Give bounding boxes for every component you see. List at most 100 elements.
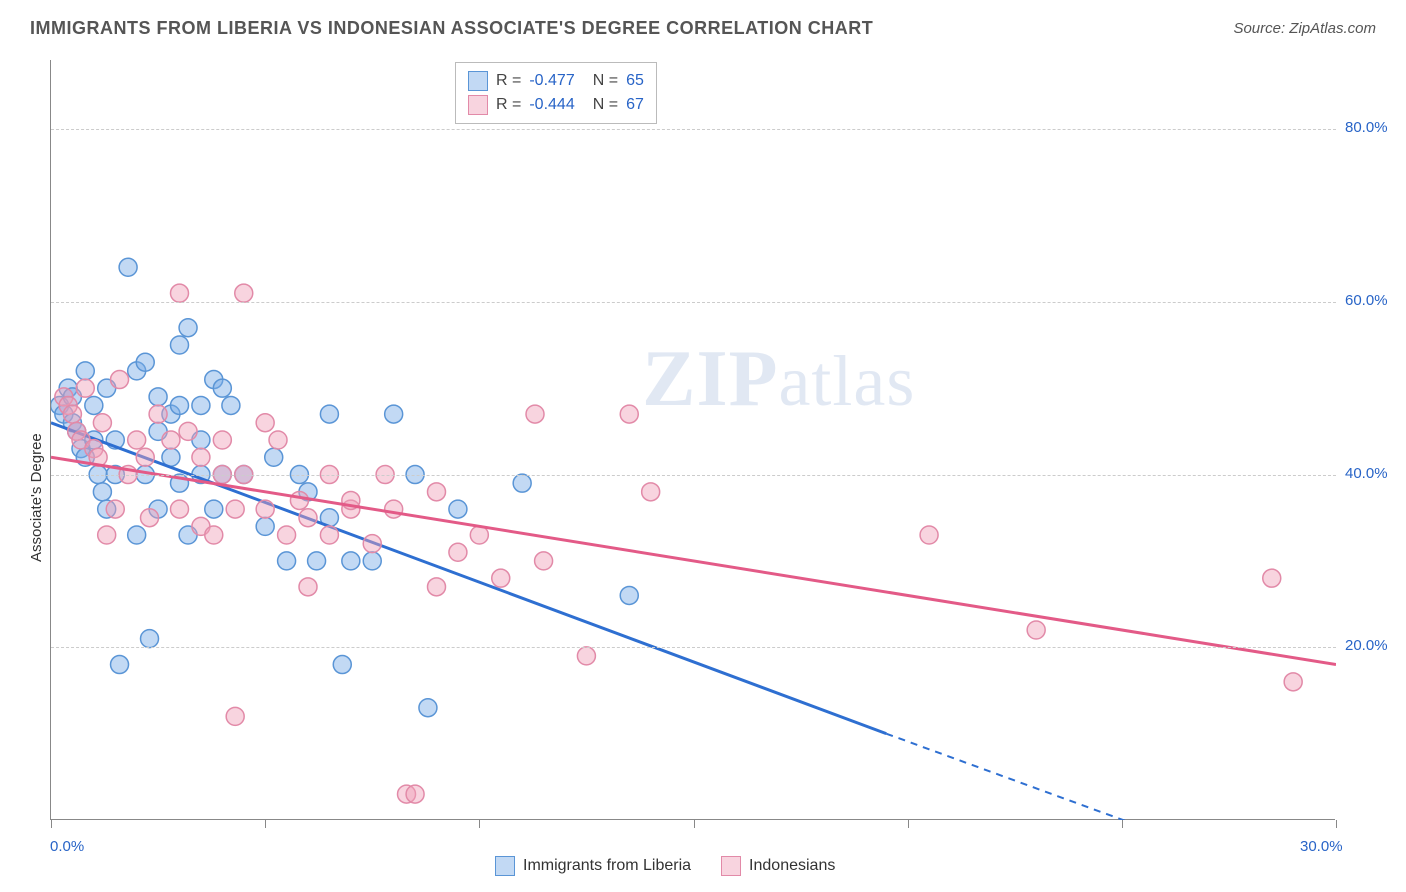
data-point bbox=[162, 431, 180, 449]
y-tick-label: 20.0% bbox=[1345, 637, 1388, 654]
data-point bbox=[111, 371, 129, 389]
trend-line-dashed bbox=[886, 734, 1336, 820]
x-tick-mark bbox=[1336, 820, 1337, 828]
data-point bbox=[213, 379, 231, 397]
data-point bbox=[320, 405, 338, 423]
gridline bbox=[51, 475, 1336, 476]
data-point bbox=[513, 474, 531, 492]
data-point bbox=[256, 500, 274, 518]
data-point bbox=[128, 431, 146, 449]
data-point bbox=[205, 500, 223, 518]
data-point bbox=[171, 284, 189, 302]
source-attribution: Source: ZipAtlas.com bbox=[1233, 20, 1376, 37]
data-point bbox=[179, 526, 197, 544]
data-point bbox=[171, 474, 189, 492]
data-point bbox=[85, 431, 103, 449]
legend-r-value: -0.444 bbox=[529, 96, 574, 114]
data-point bbox=[136, 353, 154, 371]
data-point bbox=[620, 586, 638, 604]
x-tick-label: 30.0% bbox=[1300, 838, 1343, 855]
legend-series: Immigrants from LiberiaIndonesians bbox=[495, 856, 835, 876]
data-point bbox=[449, 500, 467, 518]
x-tick-label: 0.0% bbox=[50, 838, 84, 855]
x-tick-mark bbox=[694, 820, 695, 828]
data-point bbox=[192, 448, 210, 466]
data-point bbox=[128, 362, 146, 380]
data-point bbox=[76, 379, 94, 397]
data-point bbox=[55, 405, 73, 423]
data-point bbox=[920, 526, 938, 544]
data-point bbox=[320, 526, 338, 544]
x-tick-mark bbox=[479, 820, 480, 828]
data-point bbox=[385, 405, 403, 423]
data-point bbox=[85, 440, 103, 458]
data-point bbox=[192, 396, 210, 414]
data-point bbox=[93, 483, 111, 501]
data-point bbox=[72, 440, 90, 458]
data-point bbox=[299, 483, 317, 501]
data-point bbox=[342, 552, 360, 570]
data-point bbox=[63, 405, 81, 423]
data-point bbox=[192, 517, 210, 535]
watermark: ZIPatlas bbox=[642, 334, 915, 425]
data-point bbox=[68, 422, 86, 440]
data-point bbox=[205, 371, 223, 389]
data-point bbox=[577, 647, 595, 665]
legend-n-value: 65 bbox=[626, 72, 644, 90]
data-point bbox=[128, 526, 146, 544]
data-point bbox=[222, 396, 240, 414]
data-point bbox=[299, 578, 317, 596]
data-point bbox=[299, 509, 317, 527]
data-point bbox=[205, 526, 223, 544]
data-point bbox=[149, 500, 167, 518]
gridline bbox=[51, 302, 1336, 303]
data-point bbox=[269, 431, 287, 449]
data-point bbox=[171, 500, 189, 518]
data-point bbox=[385, 500, 403, 518]
data-point bbox=[149, 422, 167, 440]
data-point bbox=[59, 379, 77, 397]
data-point bbox=[119, 258, 137, 276]
y-tick-label: 60.0% bbox=[1345, 292, 1388, 309]
data-point bbox=[256, 517, 274, 535]
data-point bbox=[492, 569, 510, 587]
data-point bbox=[428, 578, 446, 596]
data-point bbox=[72, 431, 90, 449]
data-point bbox=[149, 388, 167, 406]
data-point bbox=[106, 431, 124, 449]
data-point bbox=[98, 526, 116, 544]
watermark-rest: atlas bbox=[778, 341, 915, 421]
data-point bbox=[141, 509, 159, 527]
data-point bbox=[320, 509, 338, 527]
data-point bbox=[68, 422, 86, 440]
data-point bbox=[179, 319, 197, 337]
data-point bbox=[111, 656, 129, 674]
data-point bbox=[149, 405, 167, 423]
legend-r-label: R = bbox=[496, 96, 521, 114]
data-point bbox=[89, 448, 107, 466]
data-point bbox=[162, 405, 180, 423]
data-point bbox=[363, 535, 381, 553]
data-point bbox=[620, 405, 638, 423]
legend-stats-row: R =-0.444N =67 bbox=[468, 93, 644, 117]
data-point bbox=[98, 500, 116, 518]
data-point bbox=[98, 379, 116, 397]
trend-line bbox=[51, 423, 886, 734]
data-point bbox=[470, 526, 488, 544]
legend-series-item: Immigrants from Liberia bbox=[495, 856, 691, 876]
data-point bbox=[265, 448, 283, 466]
data-point bbox=[1263, 569, 1281, 587]
legend-swatch bbox=[468, 95, 488, 115]
data-point bbox=[141, 630, 159, 648]
data-point bbox=[278, 526, 296, 544]
gridline bbox=[51, 647, 1336, 648]
data-point bbox=[406, 785, 424, 803]
data-point bbox=[226, 707, 244, 725]
data-point bbox=[171, 336, 189, 354]
data-point bbox=[171, 396, 189, 414]
plot-area: ZIPatlas bbox=[50, 60, 1335, 820]
data-point bbox=[308, 552, 326, 570]
data-point bbox=[85, 396, 103, 414]
data-point bbox=[342, 500, 360, 518]
data-point bbox=[76, 362, 94, 380]
